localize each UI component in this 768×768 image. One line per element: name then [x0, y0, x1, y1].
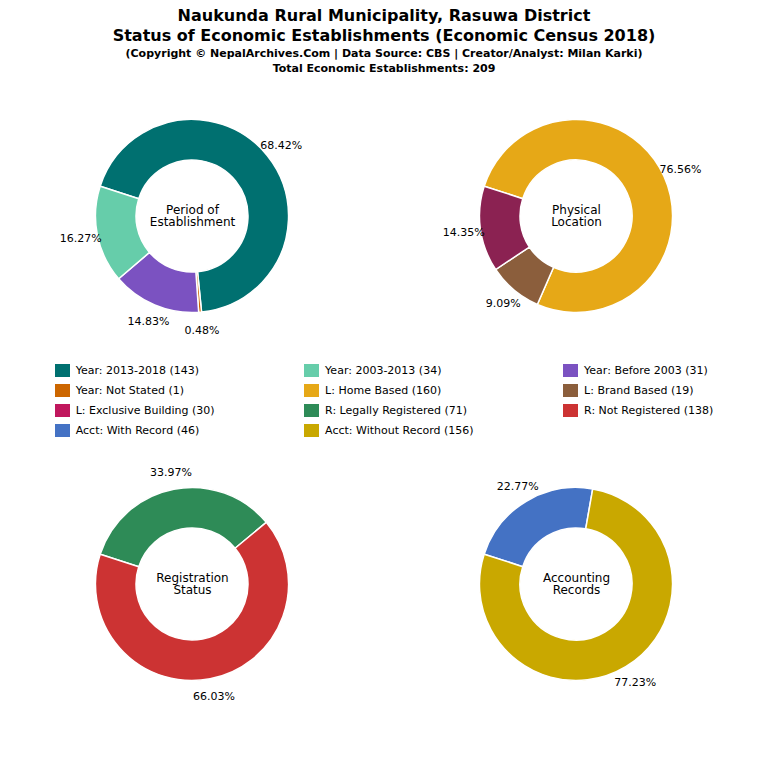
- svg-text:76.56%: 76.56%: [659, 163, 701, 176]
- svg-text:33.97%: 33.97%: [150, 466, 192, 479]
- html-text:Year: Not Stated (1): Year: Not Stated (1): [75, 383, 184, 397]
- svg-text:66.03%: 66.03%: [193, 690, 235, 703]
- html-text:R: Legally Registered (71): R: Legally Registered (71): [325, 403, 467, 417]
- html-text:Total Economic Establishments:: Total Economic Establishments: 209: [272, 62, 496, 75]
- html-text:Status of Economic Establishme: Status of Economic Establishments (Econo…: [112, 26, 656, 45]
- svg-text:22.77%: 22.77%: [497, 480, 539, 493]
- html-text:L: Home Based (160): L: Home Based (160): [325, 383, 442, 397]
- html-text:L: Exclusive Building (30): L: Exclusive Building (30): [75, 403, 215, 417]
- html-text:L: Brand Based (19): L: Brand Based (19): [584, 383, 694, 397]
- svg-text:68.42%: 68.42%: [260, 139, 302, 152]
- svg-text:0.48%: 0.48%: [185, 324, 220, 337]
- html-text:Acct: With Record (46): Acct: With Record (46): [75, 423, 200, 437]
- svg-text:9.09%: 9.09%: [486, 297, 521, 310]
- svg-text:77.23%: 77.23%: [614, 676, 656, 689]
- html-text:Naukunda Rural Municipality, R: Naukunda Rural Municipality, Rasuwa Dist…: [177, 6, 591, 25]
- svg-text:AccountingRecords: AccountingRecords: [543, 571, 610, 597]
- html-text:Year: 2013-2018 (143): Year: 2013-2018 (143): [75, 363, 200, 377]
- svg-text:RegistrationStatus: RegistrationStatus: [156, 571, 228, 597]
- svg-text:Period ofEstablishment: Period ofEstablishment: [150, 203, 236, 229]
- svg-text:PhysicalLocation: PhysicalLocation: [551, 203, 602, 229]
- html-text:(Copyright © NepalArchives.Com: (Copyright © NepalArchives.Com | Data So…: [125, 47, 643, 60]
- html-text:Year: Before 2003 (31): Year: Before 2003 (31): [584, 363, 708, 377]
- html-text:R: Not Registered (138): R: Not Registered (138): [584, 403, 714, 417]
- html-text:Acct: Without Record (156): Acct: Without Record (156): [325, 423, 474, 437]
- svg-text:14.83%: 14.83%: [127, 315, 169, 328]
- html-text:Year: 2003-2013 (34): Year: 2003-2013 (34): [325, 363, 442, 377]
- svg-text:14.35%: 14.35%: [443, 226, 485, 239]
- svg-text:16.27%: 16.27%: [60, 232, 102, 245]
